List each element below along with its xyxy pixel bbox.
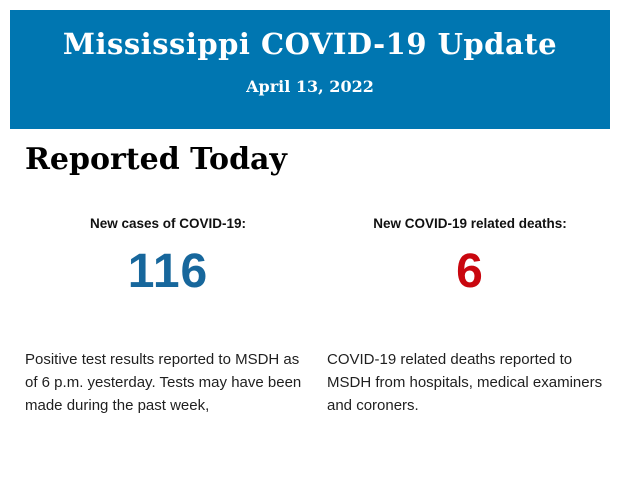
new-cases-value: 116 [127, 245, 209, 298]
new-cases-description: Positive test results reported to MSDH a… [25, 351, 302, 414]
section-heading: Reported Today [25, 142, 287, 177]
deaths-label: New COVID-19 related deaths: [373, 216, 567, 231]
stat-column-new-cases: New cases of COVID-19: 116 Positive test… [25, 214, 311, 417]
stats-row: New cases of COVID-19: 116 Positive test… [25, 214, 613, 417]
deaths-description: COVID-19 related deaths reported to MSDH… [327, 351, 603, 414]
new-cases-label: New cases of COVID-19: [89, 216, 247, 231]
deaths-value: 6 [456, 245, 484, 298]
banner-title: Mississippi COVID-19 Update [62, 27, 558, 61]
stat-column-deaths: New COVID-19 related deaths: 6 COVID-19 … [327, 214, 613, 417]
newsletter-banner: Mississippi COVID-19 Update April 13, 20… [10, 10, 610, 129]
banner-date: April 13, 2022 [246, 77, 374, 96]
main-content: Reported Today New cases of COVID-19: 11… [0, 142, 620, 417]
